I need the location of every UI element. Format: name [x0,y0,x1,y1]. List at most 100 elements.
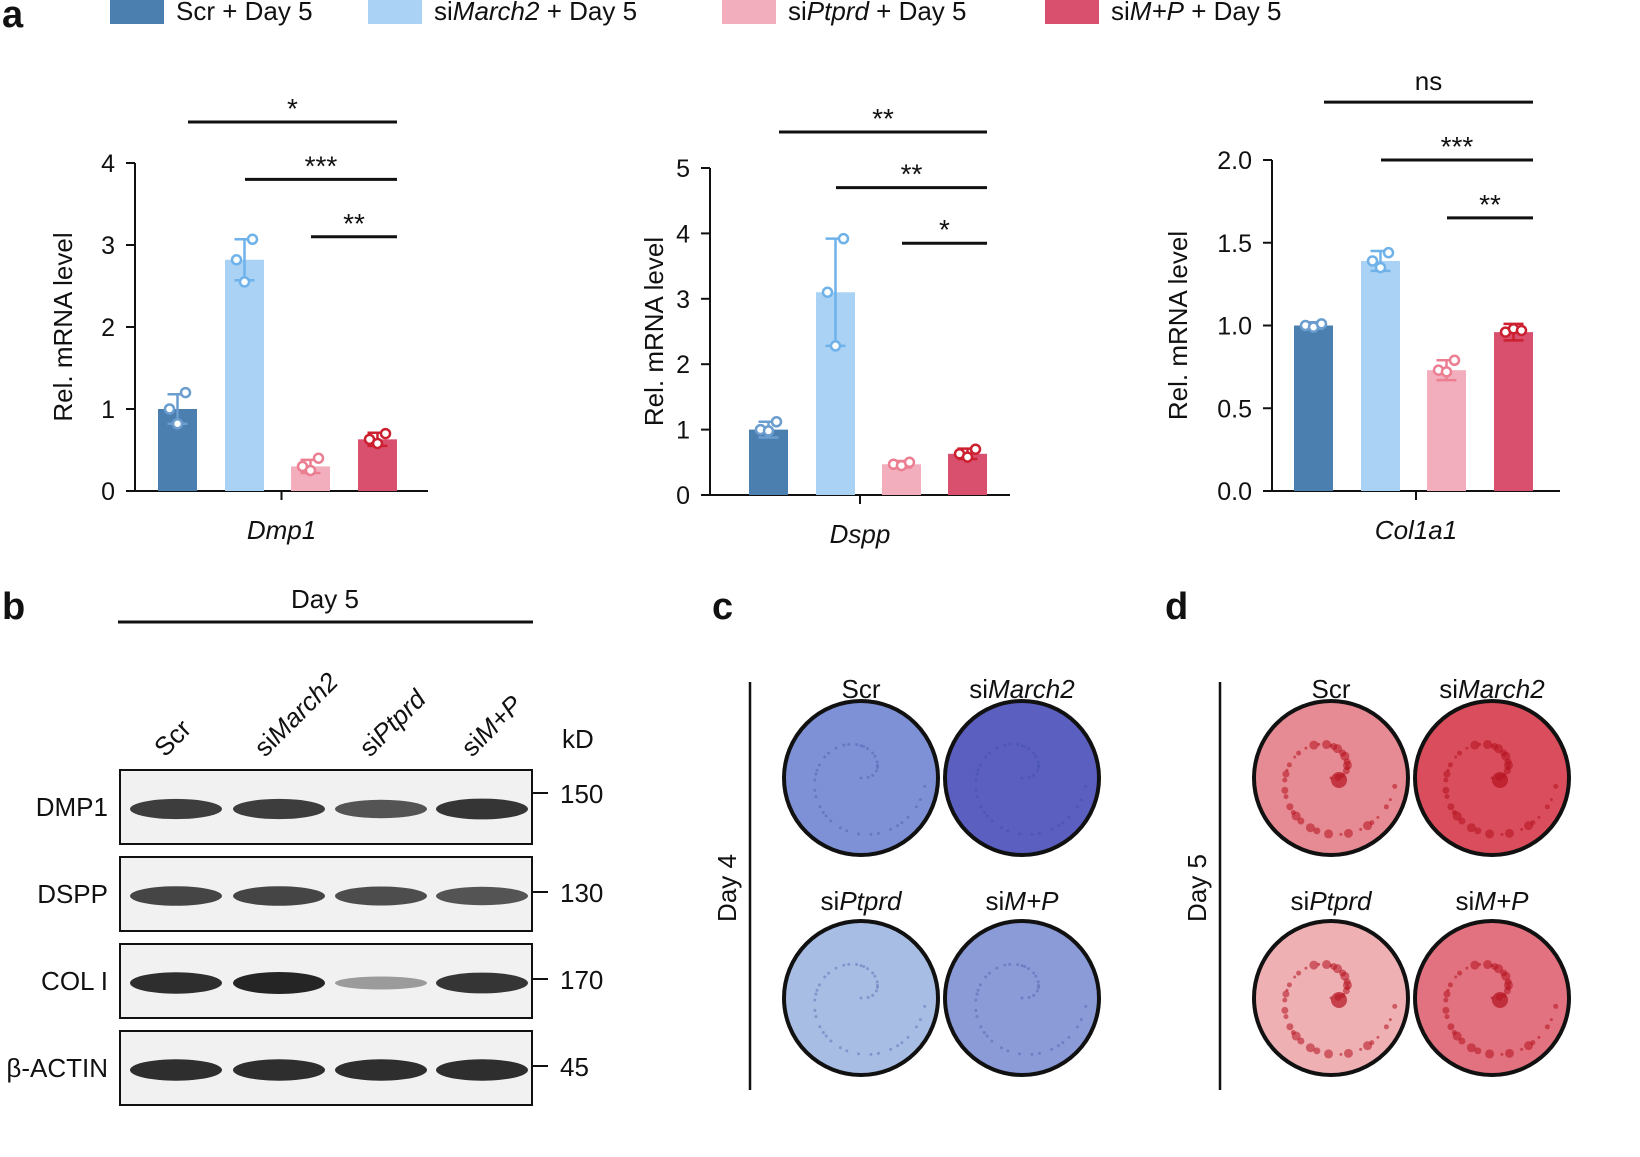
speckle [855,743,859,747]
panel-letter-b: b [2,586,26,628]
well [943,919,1101,1077]
well-label: siM+P [1456,886,1530,916]
speckle [1392,783,1398,789]
significance-label: ** [872,103,894,134]
data-point [1315,318,1328,330]
band [436,798,528,820]
speckle [900,1041,904,1045]
speckle [999,826,1003,830]
speckle [1444,794,1450,800]
speckle [975,992,979,996]
speckle [823,975,827,979]
speckle [1030,832,1034,836]
speckle [1342,760,1352,770]
speckle [857,1052,861,1056]
speckle [1392,1003,1398,1009]
speckle [1530,1040,1536,1046]
speckle [982,811,986,815]
band [436,1059,528,1081]
lane-label: Scr [148,713,197,762]
data-point [1374,261,1387,274]
speckle [918,798,922,802]
speckle [1442,1006,1450,1014]
speckle [1447,1023,1455,1031]
speckle [1443,997,1449,1003]
data-point [969,443,982,455]
speckle [869,1052,873,1056]
speckle [1553,1003,1559,1009]
speckle [1035,989,1039,993]
speckle [1016,743,1020,747]
kd-value: 170 [560,965,603,995]
speckle [976,988,980,992]
band [335,886,427,906]
speckle [1324,1049,1334,1059]
significance-label: ** [1479,189,1501,220]
speckle [984,755,988,759]
lane-label: siMarch2 [248,666,344,762]
speckle [817,763,821,767]
speckle [1466,1043,1476,1053]
speckle [978,763,982,767]
bar [1361,260,1400,491]
speckle [873,974,877,978]
speckle [1036,763,1040,767]
speckle [975,772,979,776]
speckle [1454,755,1458,759]
panel-letter-d: d [1165,586,1189,628]
y-tick-label: 2 [676,351,690,379]
band [233,798,325,820]
y-tick-label: 0.0 [1217,478,1252,506]
speckle [1485,1049,1495,1059]
speckle [1383,804,1389,810]
well [943,699,1101,857]
speckle [1544,804,1550,810]
speckle [1281,1006,1289,1014]
y-tick-label: 1.0 [1217,313,1252,341]
speckle [875,983,879,987]
data-point [246,233,259,246]
chart-col1a1: 0.0 0.5 1.0 1.5 2.0 Rel. mRNA level Col1a1 ns **… [1163,66,1560,545]
significance-label: ** [343,208,365,239]
speckle [988,971,992,975]
speckle [821,811,825,815]
speckle [1305,1043,1315,1053]
speckle [896,1044,900,1048]
speckle [906,1035,910,1039]
speckle [862,745,866,749]
speckle [990,1039,994,1043]
legend-label: siMarch2 + Day 5 [434,0,638,26]
speckle [813,788,817,792]
speckle [1485,829,1495,839]
speckle [821,1031,825,1035]
speckle [979,1025,983,1029]
speckle [1369,820,1375,826]
speckle [1036,766,1040,770]
speckle [990,819,994,823]
data-point [163,403,176,415]
speckle [815,768,819,772]
speckle [1296,750,1302,756]
band [130,798,222,820]
well-plate [943,919,1101,1077]
band [436,886,528,906]
speckle [1309,740,1319,750]
speckle [1452,1031,1462,1041]
data-point [379,427,392,440]
speckle [975,795,979,799]
speckle [896,824,900,828]
speckle [1494,744,1504,754]
speckle [1339,832,1343,836]
speckle [1030,1052,1034,1056]
speckle [871,751,875,755]
well [1252,699,1410,857]
speckle [1501,751,1511,761]
speckle [838,1046,842,1050]
speckle [1324,829,1334,839]
speckle [988,751,992,755]
speckle [862,965,866,969]
speckle [813,998,817,1002]
speckle [1305,823,1315,833]
speckle [1286,982,1292,988]
